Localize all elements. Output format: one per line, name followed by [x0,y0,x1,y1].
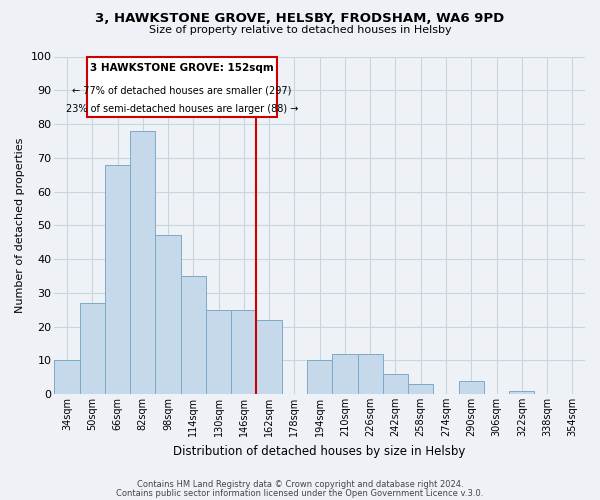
Bar [55,360,80,394]
Text: 3 HAWKSTONE GROVE: 152sqm: 3 HAWKSTONE GROVE: 152sqm [90,64,274,74]
Bar [358,354,383,394]
Bar [509,390,535,394]
FancyBboxPatch shape [87,56,277,118]
Bar [408,384,433,394]
Bar [256,320,282,394]
Bar [231,310,256,394]
Bar [383,374,408,394]
Y-axis label: Number of detached properties: Number of detached properties [15,138,25,313]
Text: Contains public sector information licensed under the Open Government Licence v.: Contains public sector information licen… [116,488,484,498]
Bar [181,276,206,394]
Text: Contains HM Land Registry data © Crown copyright and database right 2024.: Contains HM Land Registry data © Crown c… [137,480,463,489]
Text: Size of property relative to detached houses in Helsby: Size of property relative to detached ho… [149,25,451,35]
Text: 3, HAWKSTONE GROVE, HELSBY, FRODSHAM, WA6 9PD: 3, HAWKSTONE GROVE, HELSBY, FRODSHAM, WA… [95,12,505,26]
Text: ← 77% of detached houses are smaller (297): ← 77% of detached houses are smaller (29… [72,85,292,95]
Bar [130,131,155,394]
Bar [105,164,130,394]
Bar [80,303,105,394]
Bar [458,380,484,394]
X-axis label: Distribution of detached houses by size in Helsby: Distribution of detached houses by size … [173,444,466,458]
Bar [332,354,358,394]
Bar [155,236,181,394]
Text: 23% of semi-detached houses are larger (88) →: 23% of semi-detached houses are larger (… [66,104,298,114]
Bar [307,360,332,394]
Bar [206,310,231,394]
